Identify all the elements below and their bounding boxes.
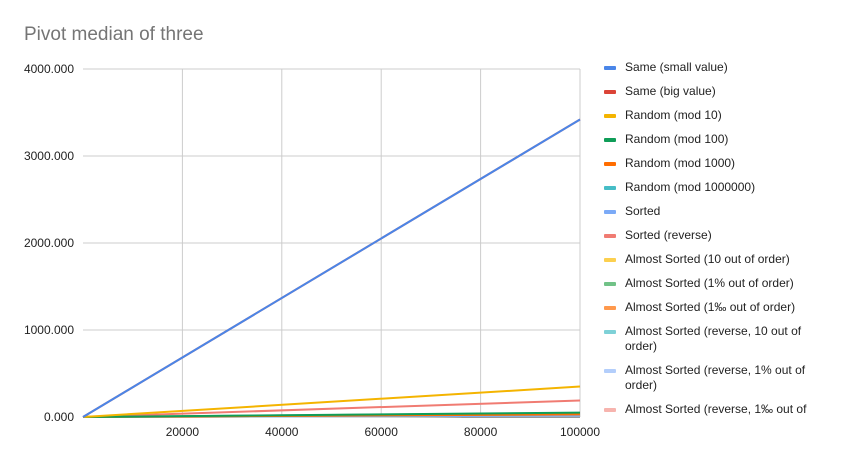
series-line: [82, 385, 581, 418]
legend-swatch: [604, 114, 616, 118]
legend-label: Almost Sorted (reverse, 10 out of order): [625, 324, 802, 353]
x-tick-label: 100000: [560, 425, 600, 439]
gridlines: [83, 68, 581, 417]
legend-label: Almost Sorted (1‰ out of order): [625, 300, 796, 314]
legend-swatch: [604, 66, 616, 70]
x-tick-label: 40000: [265, 425, 299, 439]
legend-item: Almost Sorted (1% out of order): [604, 276, 836, 291]
legend-label: Sorted: [625, 204, 661, 218]
legend-item: Almost Sorted (1‰ out of order): [604, 300, 836, 315]
legend-label: Random (mod 1000): [625, 156, 736, 170]
legend-item: Almost Sorted (reverse, 1% out of order): [604, 363, 836, 393]
legend: Same (small value) Same (big value) Random…: [604, 60, 836, 426]
x-tick-label: 60000: [365, 425, 399, 439]
legend-item: Random (mod 10): [604, 108, 836, 123]
legend-label: Almost Sorted (1% out of order): [625, 276, 794, 290]
legend-label: Almost Sorted (reverse, 1% out of order): [625, 363, 806, 392]
legend-swatch: [604, 306, 616, 310]
y-tick-label: 2000.000: [24, 236, 74, 250]
legend-swatch: [604, 234, 616, 238]
legend-item: Sorted (reverse): [604, 228, 836, 243]
chart-title: Pivot median of three: [24, 24, 204, 45]
line-chart: 0.000 1000.000 2000.000 3000.000 4000.000 200…: [24, 62, 600, 439]
legend-label: Random (mod 1000000): [625, 180, 756, 194]
legend-swatch: [604, 90, 616, 94]
legend-item: Sorted: [604, 204, 836, 219]
legend-item: Almost Sorted (reverse, 1‰ out of: [604, 402, 836, 417]
y-tick-label: 0.000: [44, 410, 74, 424]
legend-item: Random (mod 1000000): [604, 180, 836, 195]
legend-swatch: [604, 162, 616, 166]
series-line: [82, 118, 581, 418]
x-tick-label: 80000: [464, 425, 498, 439]
legend-label: Sorted (reverse): [625, 228, 712, 242]
legend-swatch: [604, 138, 616, 142]
legend-item: Random (mod 1000): [604, 156, 836, 171]
legend-item: Same (big value): [604, 84, 836, 99]
legend-item: Almost Sorted (10 out of order): [604, 252, 836, 267]
legend-item: Random (mod 100): [604, 132, 836, 147]
legend-label: Same (small value): [625, 60, 728, 74]
legend-swatch: [604, 210, 616, 214]
legend-label: Random (mod 100): [625, 132, 729, 146]
legend-label: Same (big value): [625, 84, 716, 98]
legend-swatch: [604, 330, 616, 334]
series-line: [82, 399, 581, 418]
legend-swatch: [604, 408, 616, 412]
legend-label: Almost Sorted (reverse, 1‰ out of: [625, 402, 807, 416]
y-tick-label: 4000.000: [24, 62, 74, 76]
axes: 0.000 1000.000 2000.000 3000.000 4000.000 200…: [24, 62, 600, 439]
legend-label: Random (mod 10): [625, 108, 722, 122]
series-line: [82, 411, 581, 418]
legend-item: Same (small value): [604, 60, 836, 75]
y-tick-label: 3000.000: [24, 149, 74, 163]
legend-label: Almost Sorted (10 out of order): [625, 252, 790, 266]
legend-swatch: [604, 258, 616, 262]
series-lines: [82, 118, 581, 418]
legend-item: Almost Sorted (reverse, 10 out of order): [604, 324, 836, 354]
legend-swatch: [604, 186, 616, 190]
y-tick-label: 1000.000: [24, 323, 74, 337]
legend-swatch: [604, 369, 616, 373]
x-tick-label: 20000: [166, 425, 200, 439]
legend-swatch: [604, 282, 616, 286]
